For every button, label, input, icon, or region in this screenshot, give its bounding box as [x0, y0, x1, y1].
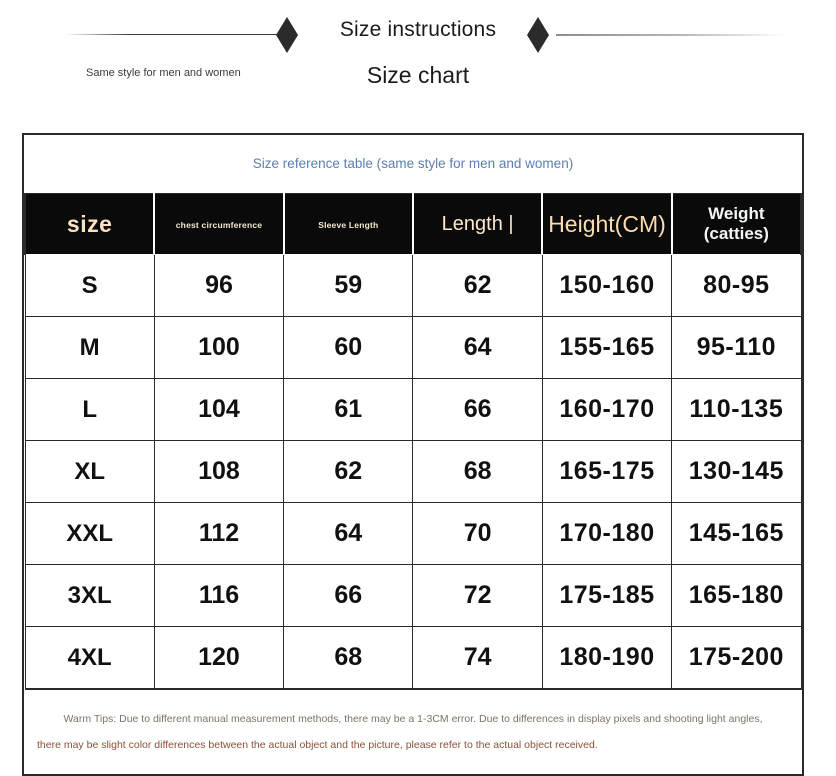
cell-length: 68 [412, 440, 543, 503]
cell-height: 155-165 [541, 316, 673, 379]
table-row: 3XL 116 66 72 175-185 165-180 [24, 564, 802, 627]
diamond-icon-left [276, 17, 298, 53]
cell-size: 4XL [24, 626, 155, 690]
table-row: XL 108 62 68 165-175 130-145 [24, 440, 802, 503]
cell-height: 165-175 [541, 440, 673, 503]
warm-tips-cell: Warm Tips: Due to different manual measu… [25, 688, 801, 774]
page-title: Size instructions [339, 18, 497, 41]
table-caption-row: Size reference table (same style for men… [25, 135, 801, 194]
table-header-row: size chest circumference Sleeve Length L… [23, 193, 803, 255]
cell-chest: 108 [153, 440, 285, 503]
column-header-chest-label: chest circumference [175, 220, 263, 230]
cell-length: 74 [412, 626, 543, 690]
cell-chest: 120 [153, 626, 285, 690]
cell-length: 66 [412, 378, 543, 441]
header-rule-right [556, 34, 786, 36]
table-caption-text: Size reference table (same style for men… [252, 156, 574, 171]
cell-chest: 96 [153, 254, 285, 317]
column-header-weight-label: Weight (catties) [703, 204, 769, 243]
cell-chest: 116 [153, 564, 285, 627]
cell-sleeve: 62 [283, 440, 414, 503]
cell-chest: 100 [153, 316, 285, 379]
cell-weight: 110-135 [671, 378, 802, 441]
cell-length: 64 [412, 316, 543, 379]
cell-length: 70 [412, 502, 543, 565]
column-header-size-label: size [66, 210, 113, 237]
diamond-icon-right [527, 17, 549, 53]
cell-weight: 175-200 [671, 626, 802, 690]
cell-height: 175-185 [541, 564, 673, 627]
table-row: S 96 59 62 150-160 80-95 [24, 254, 802, 317]
cell-weight: 80-95 [671, 254, 802, 317]
header-left-note: Same style for men and women [86, 67, 241, 79]
cell-size: L [24, 378, 155, 441]
size-chart-table: Size reference table (same style for men… [23, 135, 803, 774]
cell-size: XL [24, 440, 155, 503]
column-header-size: size [23, 193, 156, 255]
cell-weight: 95-110 [671, 316, 802, 379]
column-header-sleeve: Sleeve Length [282, 193, 414, 255]
table-row: L 104 61 66 160-170 110-135 [24, 378, 802, 441]
column-header-sleeve-label: Sleeve Length [318, 220, 379, 230]
section-title: Size chart [366, 62, 470, 88]
cell-weight: 130-145 [671, 440, 802, 503]
cell-length: 72 [412, 564, 543, 627]
cell-sleeve: 59 [283, 254, 414, 317]
cell-weight: 165-180 [671, 564, 802, 627]
cell-size: 3XL [24, 564, 155, 627]
cell-height: 170-180 [541, 502, 673, 565]
cell-length: 62 [412, 254, 543, 317]
header-rule-left [65, 34, 277, 35]
table-caption-cell: Size reference table (same style for men… [25, 135, 801, 194]
column-header-height: Height(CM) [541, 193, 673, 255]
cell-sleeve: 68 [283, 626, 414, 690]
column-header-length-label: Length | [441, 212, 514, 235]
column-header-length: Length | [411, 193, 544, 255]
warm-tips-line-1: Warm Tips: Due to different manual measu… [63, 713, 763, 725]
cell-sleeve: 61 [283, 378, 414, 441]
warm-tips-line-2: there may be slight color differences be… [37, 739, 598, 751]
table-row: XXL 112 64 70 170-180 145-165 [24, 502, 802, 565]
table-row: 4XL 120 68 74 180-190 175-200 [24, 626, 802, 690]
cell-height: 160-170 [541, 378, 673, 441]
cell-chest: 112 [153, 502, 285, 565]
cell-chest: 104 [153, 378, 285, 441]
cell-sleeve: 66 [283, 564, 414, 627]
cell-height: 180-190 [541, 626, 673, 690]
cell-sleeve: 64 [283, 502, 414, 565]
column-header-height-label: Height(CM) [548, 210, 666, 237]
column-header-weight: Weight (catties) [670, 193, 803, 255]
cell-size: XXL [24, 502, 155, 565]
cell-sleeve: 60 [283, 316, 414, 379]
cell-size: M [24, 316, 155, 379]
cell-height: 150-160 [541, 254, 673, 317]
table-row: M 100 60 64 155-165 95-110 [24, 316, 802, 379]
table-footer-row: Warm Tips: Due to different manual measu… [25, 688, 801, 774]
cell-size: S [24, 254, 155, 317]
cell-weight: 145-165 [671, 502, 802, 565]
size-chart-container: Size reference table (same style for men… [22, 133, 804, 776]
column-header-chest: chest circumference [153, 193, 285, 255]
decorative-header-banner: Size instructions [0, 0, 836, 70]
